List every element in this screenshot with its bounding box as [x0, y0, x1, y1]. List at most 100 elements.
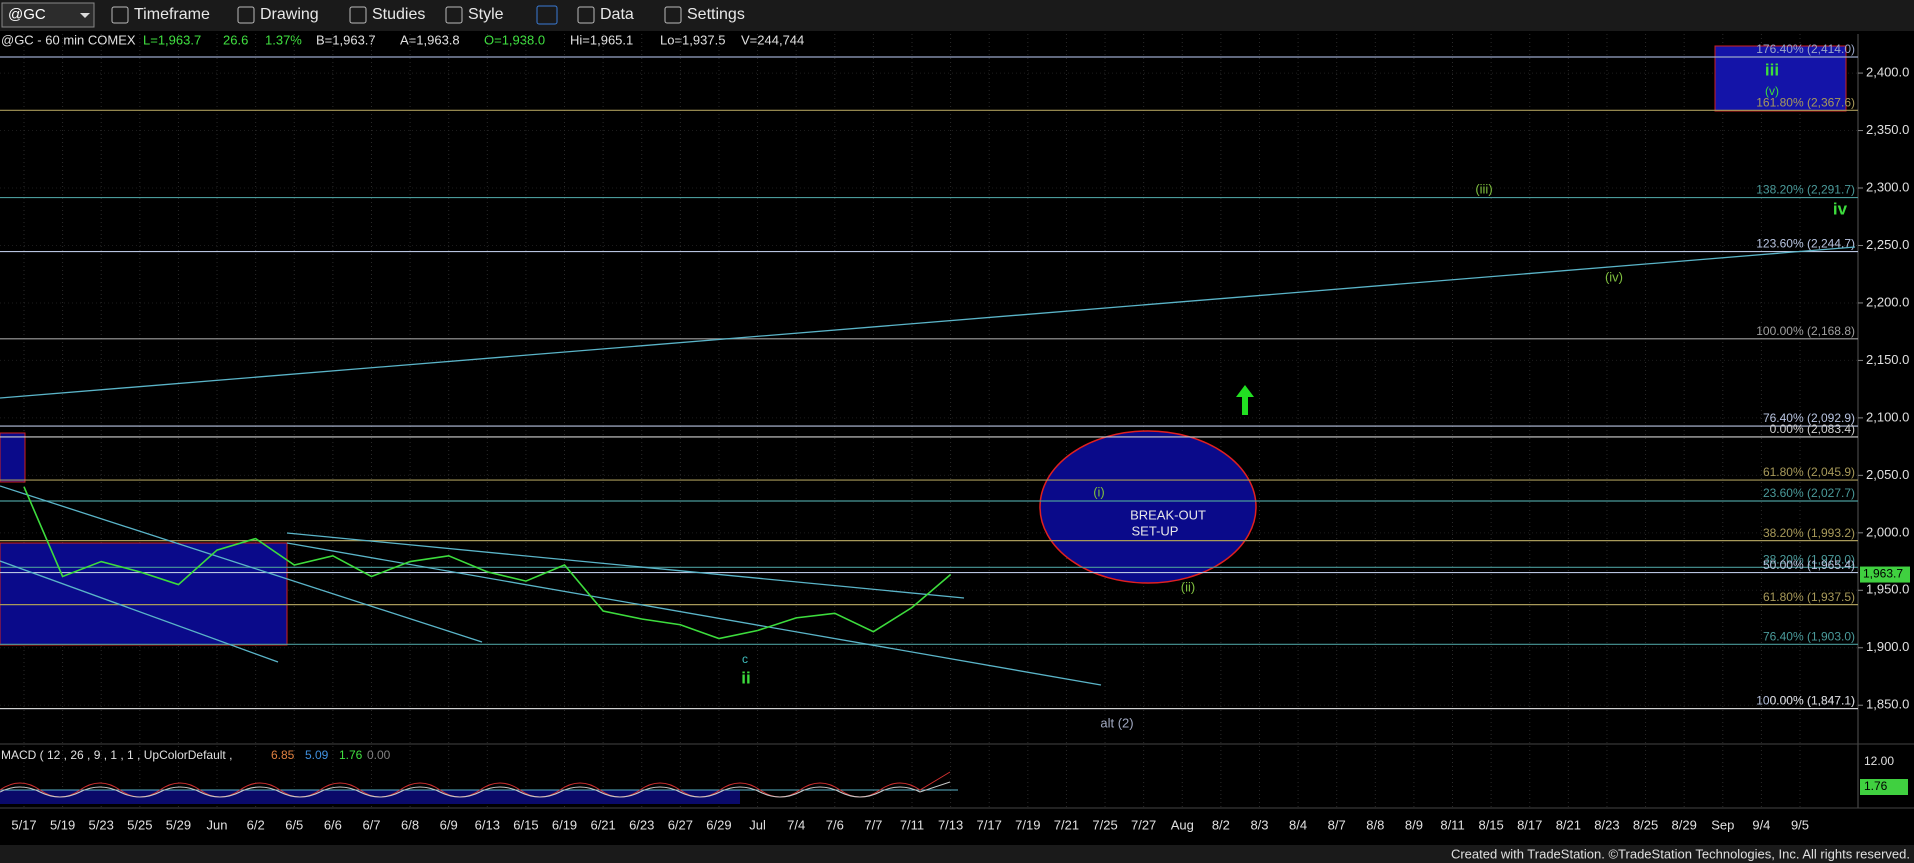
toolbar-icon [445, 6, 463, 24]
fib-label: 176.40% (2,414.0) [1756, 42, 1855, 56]
y-tick-label: 2,250.0 [1866, 237, 1909, 252]
x-tick-label: 7/27 [1131, 817, 1156, 832]
wave-label: ii [741, 668, 750, 687]
x-tick-label: 8/11 [1440, 817, 1464, 832]
last-price-text: 1,963.7 [1863, 567, 1903, 581]
status-bar [0, 845, 1914, 863]
x-tick-label: 6/29 [706, 817, 731, 832]
fib-label: 76.40% (2,092.9) [1763, 411, 1855, 425]
x-tick-label: 7/4 [787, 817, 805, 832]
x-tick-label: 8/3 [1250, 817, 1268, 832]
dropdown-icon [80, 13, 90, 18]
quote-item: @GC - 60 min COMEX [1, 32, 136, 47]
x-tick-label: 8/7 [1328, 817, 1346, 832]
quote-item: O=1,938.0 [484, 32, 545, 47]
wave-label: (v) [1765, 84, 1779, 98]
toolbar-item[interactable]: Settings [687, 6, 745, 23]
trendline [0, 560, 279, 663]
x-tick-label: 6/5 [285, 817, 303, 832]
wave-label: iv [1833, 199, 1848, 218]
y-tick-label: 1,850.0 [1866, 697, 1909, 712]
trendline [0, 246, 1856, 399]
grid [0, 34, 1858, 808]
x-tick-label: 9/4 [1752, 817, 1770, 832]
macd-label: MACD ( 12 , 26 , 9 , 1 , 1 , UpColorDefa… [1, 748, 232, 762]
quote-item: Hi=1,965.1 [570, 32, 633, 47]
wave-label: (iii) [1475, 181, 1492, 196]
x-tick-label: 5/25 [127, 817, 152, 832]
x-tick-label: 6/19 [552, 817, 577, 832]
x-tick-label: 6/27 [668, 817, 693, 832]
toolbar-icon [111, 6, 129, 24]
symbol-box[interactable] [1, 2, 95, 28]
fib-label: 38.20% (1,993.2) [1763, 526, 1855, 540]
symbol[interactable]: @GC [8, 6, 46, 23]
quote-item: V=244,744 [741, 32, 804, 47]
y-tick-label: 2,000.0 [1866, 524, 1909, 539]
toolbar-icon [237, 6, 255, 24]
toolbar-items: Timeframe Drawing Studies Style Data Settings [111, 5, 745, 25]
x-tick-label: 6/8 [401, 817, 419, 832]
x-tick-label: Sep [1711, 817, 1734, 832]
trendline [0, 485, 483, 643]
wave-label: (i) [1093, 484, 1105, 499]
macd-axis-label: 12.00 [1864, 754, 1894, 768]
x-tick-label: 5/23 [89, 817, 114, 832]
toolbar-item[interactable]: Studies [372, 6, 425, 23]
trendline [286, 532, 965, 599]
quote-item: 26.6 [223, 32, 248, 47]
price-axis [1858, 34, 1914, 808]
box [0, 432, 26, 483]
last-price-badge [1860, 566, 1910, 583]
up-arrow [1236, 385, 1254, 415]
fib-label: 50.00% (1,965.4) [1763, 558, 1855, 572]
x-tick-label: 8/8 [1366, 817, 1384, 832]
breakout-ellipse [1039, 430, 1257, 584]
toolbar-icon [349, 6, 367, 24]
quote-item: Lo=1,937.5 [660, 32, 725, 47]
toolbar-item[interactable]: Data [600, 6, 634, 23]
fib-label: 123.60% (2,244.7) [1756, 237, 1855, 251]
x-tick-label: 6/6 [324, 817, 342, 832]
wave-label: BREAK-OUT [1130, 507, 1206, 522]
fib-label: 76.40% (1,903.0) [1763, 629, 1855, 643]
x-tick-label: 6/7 [362, 817, 380, 832]
fib-label: 0.00% (2,083.4) [1770, 422, 1855, 436]
x-tick-label: 7/6 [826, 817, 844, 832]
wave-label: SET-UP [1132, 523, 1179, 538]
y-tick-label: 2,400.0 [1866, 65, 1909, 80]
macd-value: 1.76 [339, 748, 363, 762]
x-tick-label: 7/17 [977, 817, 1002, 832]
x-tick-label: 6/15 [513, 817, 538, 832]
macd-band [0, 790, 740, 804]
quote-item: B=1,963.7 [316, 32, 376, 47]
y-tick-label: 1,900.0 [1866, 639, 1909, 654]
quote-item: 1.37% [265, 32, 302, 47]
toolbar-icon [577, 6, 595, 24]
x-tick-label: 5/19 [50, 817, 75, 832]
fib-label: 100.00% (2,168.8) [1756, 324, 1855, 338]
x-tick-label: 8/23 [1594, 817, 1619, 832]
toolbar-item[interactable]: Style [468, 6, 504, 23]
fib-label: 100.00% (1,847.1) [1756, 694, 1855, 708]
x-tick-label: 9/5 [1791, 817, 1809, 832]
footer: Created with TradeStation. ©TradeStation… [1451, 846, 1910, 861]
x-tick-label: 6/21 [590, 817, 615, 832]
y-tick-label: 2,350.0 [1866, 122, 1909, 137]
toolbar-item[interactable]: Timeframe [134, 6, 210, 23]
toolbar-item[interactable]: Drawing [260, 6, 319, 23]
fib-label: 61.80% (1,937.5) [1763, 590, 1855, 604]
trendline [286, 542, 1102, 686]
box [0, 542, 288, 646]
x-axis: 5/17 5/19 5/23 5/25 5/29 Jun 6/2 6/5 6/6 6/7 6/8 6/… [11, 817, 1809, 832]
price-line [23, 486, 952, 640]
y-tick-label: 1,950.0 [1866, 582, 1909, 597]
x-tick-label: 8/9 [1405, 817, 1423, 832]
x-tick-label: 7/13 [938, 817, 963, 832]
price-series [23, 486, 952, 640]
macd-signal [0, 781, 951, 798]
macd-badge-text: 1.76 [1864, 779, 1888, 793]
x-tick-label: 5/17 [11, 817, 36, 832]
x-tick-label: 7/21 [1054, 817, 1079, 832]
wave-label: c [742, 652, 748, 666]
